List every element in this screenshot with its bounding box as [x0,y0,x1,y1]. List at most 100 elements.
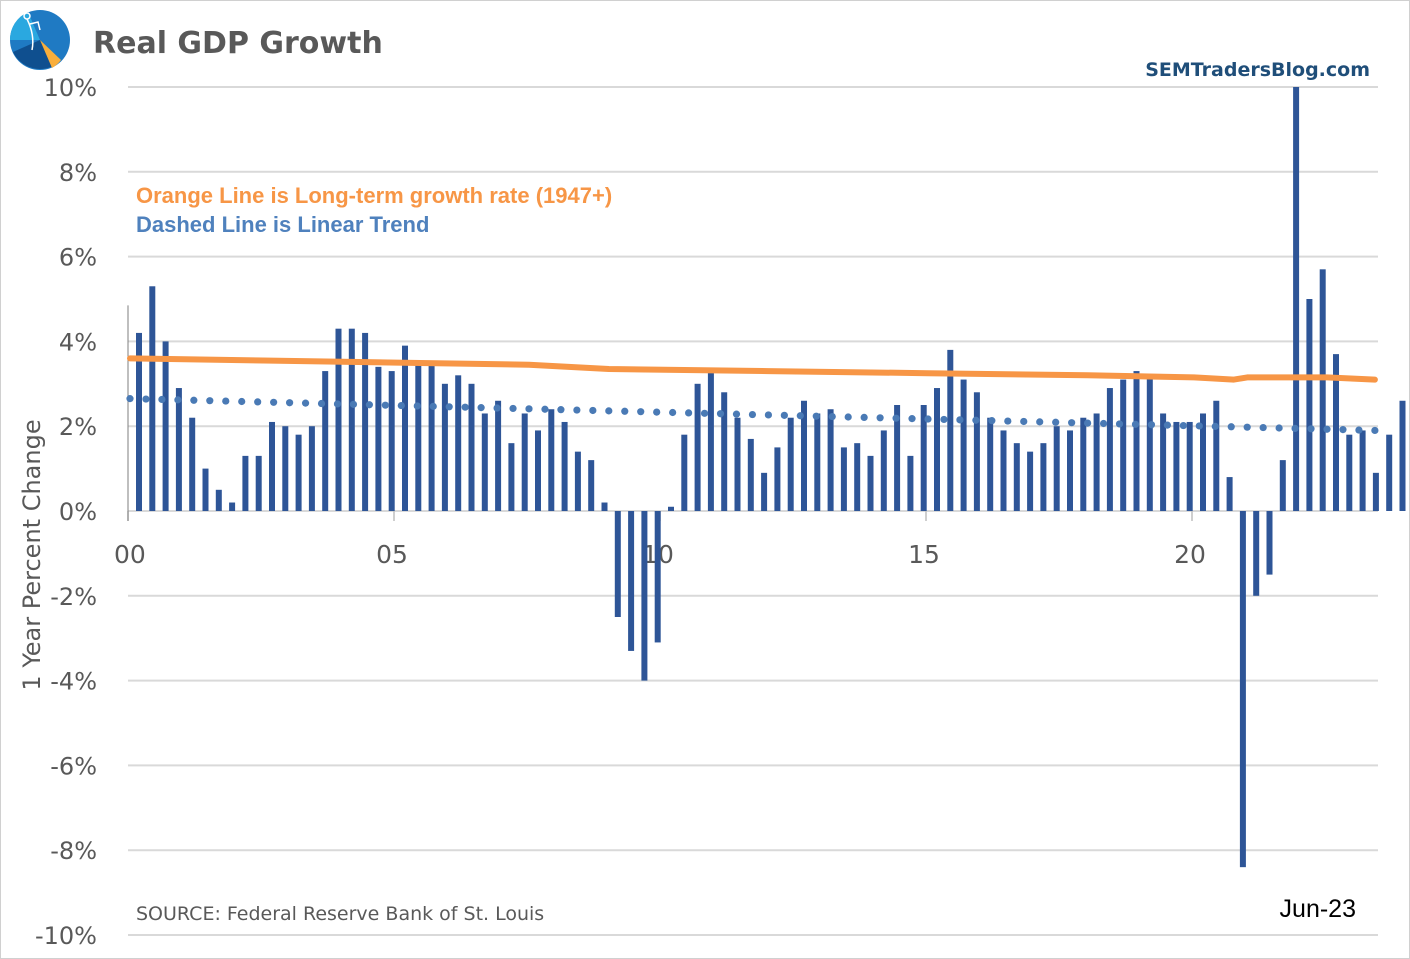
gdp-bar [535,430,541,511]
trend-dot [972,416,980,424]
date-label: Jun-23 [1280,895,1356,923]
trend-dot [1068,419,1076,427]
gdp-bar [1266,511,1273,575]
trend-dot [732,410,741,418]
trend-dot [461,403,469,411]
gdp-bar [1173,421,1180,511]
gdp-bar [628,511,635,651]
gdp-bar [814,413,821,511]
gdp-bar [282,426,289,511]
trend-dot [238,397,246,406]
trend-dot [206,397,214,405]
trend-dot [142,395,150,403]
gdp-bar [1053,426,1060,511]
gdp-bar [721,392,728,511]
gdp-bar [801,400,807,511]
trend-dot [1227,423,1235,431]
gdp-bar [1239,511,1246,868]
trend-dot [1163,421,1171,429]
gdp-bar [987,417,994,511]
gdp-bar [641,511,648,681]
trend-dot [892,414,900,422]
trend-dot [1243,423,1251,431]
gdp-bar [1160,413,1167,511]
trend-dot [780,411,788,419]
gdp-bar [601,502,608,511]
trend-dot [301,399,310,407]
gdp-bar [1279,460,1286,511]
grid-lines [128,86,1378,936]
gdp-bar [229,502,236,511]
gdp-bar [1306,299,1313,511]
trend-dot [716,410,725,418]
trend-dot [1147,421,1156,429]
trend-line-note: Dashed Line is Linear Trend [136,212,429,237]
gdp-bar [495,400,502,511]
gdp-bar [1213,400,1220,511]
gdp-bar [774,447,781,511]
trend-dot [349,400,358,408]
y-tick-label: 6% [59,244,97,272]
gdp-bar [747,438,754,511]
trend-dot [381,401,389,409]
trend-dot [126,395,134,403]
gdp-bar [880,430,887,511]
gdp-bar [761,472,768,511]
x-tick-label: 05 [376,540,408,569]
y-tick-label: -2% [50,583,97,611]
trend-dot [1131,420,1140,428]
gdp-bar [1333,354,1339,511]
gdp-bar [934,388,940,511]
trend-dot [525,405,533,413]
gdp-bar [242,455,249,511]
gdp-bar [348,328,355,511]
gdp-bar [468,383,475,511]
trend-dot [653,408,661,416]
y-axis-label: 1 Year Percent Change [18,419,46,690]
gdp-bar [162,341,169,511]
gdp-bar [441,383,448,511]
trend-dot [317,399,326,408]
y-axis-ticks: 10% 8% 6% 4% 2% 0% -2% -4% -6% -8% -10% [35,74,97,950]
gdp-bar [787,417,794,511]
trend-dots-series [126,395,1379,435]
trend-dot [956,416,964,424]
gdp-bar [1027,451,1034,511]
trend-dot [1099,419,1108,428]
y-tick-label: 8% [59,159,97,187]
trend-dot [429,402,437,410]
gdp-bar [840,447,847,511]
gdp-bar [574,451,581,511]
gdp-bar [215,489,222,511]
trend-dot [1115,420,1124,428]
trend-dot [860,413,868,421]
gdp-bar [455,375,462,511]
gdp-bar [734,417,741,511]
trend-dot [222,397,230,405]
gdp-bar [854,443,861,511]
gdp-bar [588,460,595,511]
gdp-bar [973,392,980,511]
trend-dot [1371,426,1379,435]
gdp-bar [481,413,488,511]
gdp-bar [867,455,874,511]
y-tick-label: 2% [59,413,97,441]
trend-dot [796,412,804,420]
gdp-bar [1359,430,1366,511]
y-tick-label: -6% [50,752,97,780]
y-tick-label: -4% [50,668,97,696]
trend-dot [605,407,613,415]
gdp-bar [1133,371,1140,511]
gdp-bar [1146,375,1153,511]
gdp-bar [402,345,408,511]
gdp-bar [668,506,674,511]
gdp-bar [1120,379,1127,511]
gdp-bar [375,366,382,511]
trend-dot [509,404,517,413]
gdp-bar [694,383,701,511]
x-tick-label: 00 [114,540,146,569]
gdp-bar [1253,511,1260,596]
trend-dot [908,415,916,423]
trend-dot [557,406,565,414]
